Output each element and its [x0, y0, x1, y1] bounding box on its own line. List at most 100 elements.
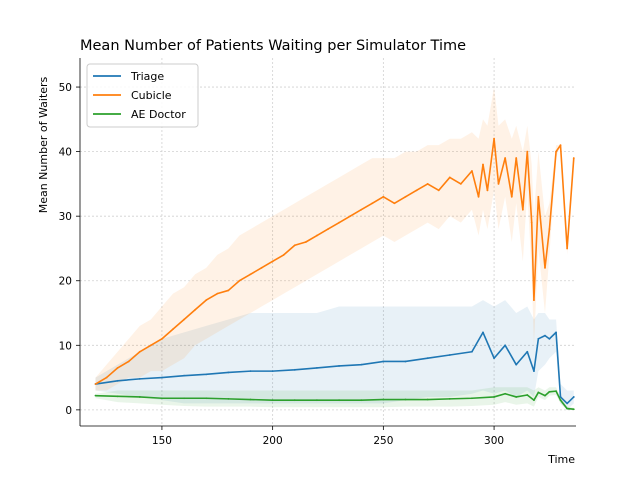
ae-doctor-point	[316, 399, 318, 402]
triage-point	[555, 331, 557, 334]
cubicle-point	[238, 279, 241, 282]
cubicle-point	[566, 247, 569, 250]
triage-point	[227, 371, 230, 374]
cubicle-point	[282, 254, 285, 256]
cubicle-point	[127, 360, 130, 363]
cubicle-point	[161, 337, 163, 340]
ae-doctor-point	[537, 391, 540, 394]
legend-label-ae-doctor: AE Doctor	[131, 108, 186, 121]
ae-doctor-point	[183, 397, 185, 400]
cubicle-point	[497, 182, 500, 185]
series-lines	[94, 137, 575, 411]
x-tick-label: 200	[263, 435, 283, 447]
cubicle-point	[349, 215, 352, 218]
triage-point	[537, 337, 540, 340]
triage-point	[138, 377, 141, 380]
legend-frame	[86, 63, 199, 128]
cubicle-point	[94, 383, 97, 385]
cubicle-point	[327, 228, 329, 230]
cubicle-point	[530, 221, 533, 224]
ae-doctor-point	[533, 399, 535, 402]
cubicle-point	[371, 202, 374, 205]
cubicle-point	[510, 195, 513, 198]
cubicle-point	[205, 299, 208, 302]
cubicle-point	[194, 308, 197, 311]
cubicle-band	[95, 87, 574, 391]
ae-doctor-point	[138, 396, 141, 398]
triage-point	[360, 363, 363, 366]
triage-point	[382, 360, 385, 363]
ae-doctor-point	[572, 408, 575, 411]
cubicle-point	[548, 228, 551, 230]
cubicle-point	[437, 189, 440, 192]
cubicle-point	[216, 292, 219, 295]
ae-doctor-point	[227, 397, 230, 400]
cubicle-point	[116, 366, 119, 369]
triage-point	[526, 350, 529, 353]
y-tick-label: 20	[59, 276, 72, 288]
x-tick-label: 150	[152, 435, 172, 447]
ae-doctor-point	[448, 397, 451, 400]
legend-label-triage: Triage	[130, 70, 164, 83]
triage-point	[566, 402, 569, 405]
triage-point	[426, 357, 429, 360]
triage-point	[533, 370, 535, 373]
cubicle-point	[382, 195, 385, 198]
ae-doctor-point	[526, 394, 529, 396]
chart-title: Mean Number of Patients Waiting per Simu…	[80, 38, 466, 54]
cubicle-point	[537, 195, 540, 198]
ae-doctor-point	[548, 390, 551, 393]
cubicle-point	[360, 208, 363, 211]
ae-doctor-point	[94, 394, 97, 397]
ae-doctor-point	[515, 396, 518, 398]
cubicle-point	[304, 241, 307, 243]
cubicle-point	[105, 376, 108, 379]
triage-point	[249, 370, 252, 373]
ae-doctor-point	[360, 399, 363, 402]
cubicle-point	[138, 350, 141, 353]
cubicle-point	[426, 182, 429, 185]
cubicle-point	[521, 208, 524, 211]
triage-point	[493, 357, 495, 360]
ae-doctor-point	[504, 392, 507, 395]
cubicle-point	[559, 144, 562, 147]
cubicle-point	[555, 150, 557, 153]
cubicle-line	[95, 137, 575, 385]
ae-doctor-point	[566, 407, 569, 410]
triage-point	[271, 370, 274, 373]
triage-point	[448, 354, 451, 356]
axes	[76, 58, 576, 430]
cubicle-point	[486, 189, 489, 192]
ae-doctor-point	[493, 396, 495, 398]
cubicle-point	[293, 244, 296, 247]
ae-doctor-point	[559, 399, 562, 402]
x-tick-label: 300	[484, 435, 504, 447]
cubicle-point	[477, 195, 480, 198]
triage-point	[205, 373, 208, 376]
cubicle-point	[271, 260, 274, 263]
cubicle-point	[415, 189, 418, 192]
cubicle-point	[448, 176, 451, 179]
cubicle-point	[249, 273, 252, 276]
cubicle-point	[393, 202, 396, 205]
cubicle-point	[544, 266, 546, 269]
cubicle-point	[515, 157, 518, 159]
triage-band	[95, 300, 574, 410]
ae-doctor-band	[95, 387, 574, 410]
ae-doctor-point	[161, 397, 163, 400]
cubicle-point	[459, 182, 462, 185]
grid-lines	[80, 58, 576, 426]
triage-point	[548, 337, 551, 340]
triage-point	[559, 396, 562, 398]
triage-point	[404, 360, 407, 363]
legend: Triage Cubicle AE Doctor	[86, 63, 199, 128]
cubicle-point	[227, 289, 230, 292]
confidence-bands	[95, 87, 574, 410]
cubicle-point	[404, 195, 407, 198]
x-axis-label: Time	[547, 453, 575, 466]
cubicle-point	[471, 170, 473, 172]
ae-doctor-point	[271, 399, 274, 402]
triage-point	[116, 379, 119, 382]
ae-doctor-point	[382, 398, 385, 401]
